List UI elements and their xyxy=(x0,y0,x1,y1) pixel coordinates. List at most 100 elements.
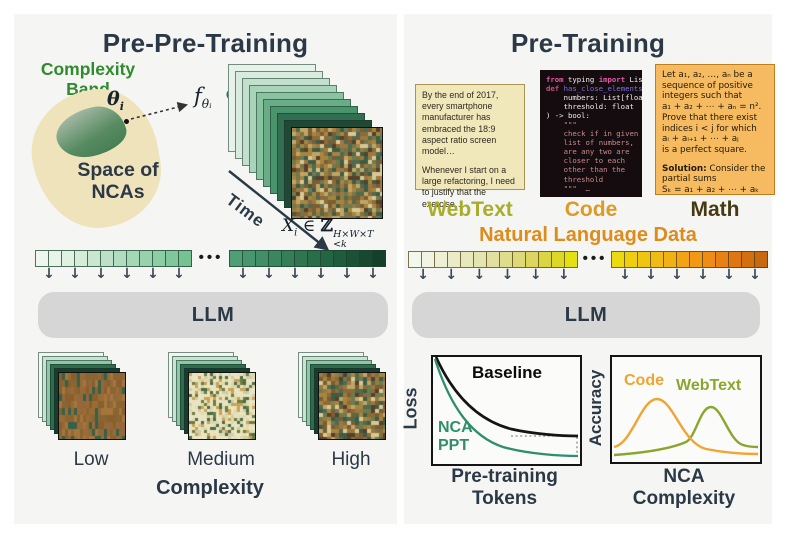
accuracy-ylabel: Accuracy xyxy=(586,369,605,447)
code-label: Code xyxy=(564,198,618,221)
token-cell xyxy=(74,250,88,267)
text-line: Prove that there exist xyxy=(662,112,758,123)
code-token: threshold xyxy=(546,174,604,184)
token-cell xyxy=(333,250,347,267)
down-arrow-icon: ↓ xyxy=(237,266,249,282)
complexity-axis-label: Complexity xyxy=(156,477,264,499)
loss-xlabel-line1: Pre-training xyxy=(451,466,558,487)
nca-token-strip-dark xyxy=(229,250,386,267)
token-cell xyxy=(152,250,166,267)
code-line: threshold: float xyxy=(546,102,636,111)
code-token: are any two are xyxy=(546,147,630,157)
token-cell xyxy=(624,251,638,268)
f-theta-label: fθᵢ xyxy=(194,84,212,111)
token-cell xyxy=(126,250,140,267)
token-cell xyxy=(359,250,373,267)
formula-xsub: i xyxy=(294,227,298,239)
token-cell xyxy=(486,251,500,268)
code-line: are any two are xyxy=(546,147,636,156)
down-arrow-icon: ↓ xyxy=(417,267,429,283)
text-line: Let a₁, a₂, …, aₙ be a xyxy=(662,70,753,80)
accuracy-chart: Code WebText xyxy=(610,355,762,464)
token-cell xyxy=(113,250,127,267)
dashed-sample-arrow xyxy=(130,102,189,120)
token-cell xyxy=(525,251,539,268)
llm-box-left: LLM xyxy=(38,292,388,338)
down-arrow-icon: ↓ xyxy=(43,266,55,282)
down-arrow-icon: ↓ xyxy=(557,267,570,283)
webtext-curve xyxy=(613,405,759,457)
code-token: def xyxy=(546,84,564,94)
token-arrows-right-a: ↓ ↓ ↓ ↓ ↓ ↓ xyxy=(409,267,578,283)
baseline-curve-label: Baseline xyxy=(472,363,542,382)
token-cell xyxy=(281,250,295,267)
token-arrows-left-a: ↓ ↓ ↓ ↓ ↓ ↓ xyxy=(36,266,192,282)
math-solution-lines: partial sums Sₖ = a₁ + a₂ + ⋯ + aₖ xyxy=(662,174,768,195)
math-solution-bold: Solution: xyxy=(662,163,707,174)
loss-xlabel-line2: Tokens xyxy=(471,488,538,510)
theta-i-label: θi xyxy=(107,88,124,113)
natural-language-data-label: Natural Language Data xyxy=(479,224,697,246)
down-arrow-icon: ↓ xyxy=(263,266,275,282)
medium-complexity-stack xyxy=(168,352,258,442)
code-token: check if in given xyxy=(546,129,639,139)
token-cell xyxy=(35,250,49,267)
token-cell xyxy=(165,250,179,267)
math-sample-card: Let a₁, a₂, …, aₙ be a sequence of positi… xyxy=(655,64,775,195)
nca-pattern-frame xyxy=(291,127,383,219)
llm-box-right: LLM xyxy=(412,292,760,338)
code-line: check if in given xyxy=(546,129,639,139)
token-cell xyxy=(294,250,308,267)
text-line: indices i < j for which xyxy=(662,123,757,134)
theta-symbol: θ xyxy=(107,88,120,110)
code-token: other than the xyxy=(546,165,626,175)
token-cell xyxy=(460,251,474,268)
code-line: ) -> bool: xyxy=(546,111,636,120)
medium-label: Medium xyxy=(187,449,255,470)
nca-label-line2: PPT xyxy=(438,436,470,454)
code-token: closer to each xyxy=(546,156,626,166)
high-complexity-pattern xyxy=(318,372,386,440)
formula-sup: H×W×T xyxy=(333,229,374,240)
code-line: list of numbers, xyxy=(546,138,636,147)
down-arrow-icon: ↓ xyxy=(121,266,133,282)
math-problem-lines: Let a₁, a₂, …, aₙ be a sequence of positi… xyxy=(662,70,768,156)
theta-sub: i xyxy=(119,99,124,113)
token-cell xyxy=(421,251,435,268)
math-label: Math xyxy=(690,198,740,221)
code-token: numbers: List[float], xyxy=(546,93,656,103)
code-token: import xyxy=(598,75,626,84)
token-cell xyxy=(564,251,578,268)
down-arrow-icon: ↓ xyxy=(69,266,81,282)
accuracy-xlabel-line1: NCA xyxy=(663,466,705,487)
theta-point-dot xyxy=(124,119,129,124)
math-solution-line: Solution: Consider the xyxy=(662,164,768,175)
token-cell xyxy=(728,251,742,268)
text-line: Sₖ = a₁ + a₂ + ⋯ + aₖ xyxy=(662,185,759,196)
code-token: threshold: float xyxy=(546,102,634,112)
token-cell xyxy=(538,251,552,268)
token-cell xyxy=(637,251,651,268)
webtext-para1: By the end of 2017, every smartphone man… xyxy=(422,90,499,156)
code-token: List xyxy=(625,75,648,84)
down-arrow-icon: ↓ xyxy=(289,266,301,282)
right-panel-title: Pre-Training xyxy=(510,28,666,58)
text-line: is a perfect square. xyxy=(662,145,747,156)
accuracy-xlabel: NCA Complexity xyxy=(610,466,758,511)
left-panel-title: Pre-Pre-Training xyxy=(102,28,309,58)
token-cell xyxy=(48,250,62,267)
webtext-para2: Whenever I start on a large refactoring,… xyxy=(422,165,515,209)
code-line: from typing import List xyxy=(546,75,647,84)
token-cell xyxy=(100,250,114,267)
code-token: has_close_elements xyxy=(563,84,643,94)
token-cell xyxy=(473,251,487,268)
webtext-curve-label: WebText xyxy=(676,377,742,394)
nca-ppt-curve xyxy=(433,358,579,458)
down-arrow-icon: ↓ xyxy=(619,267,631,283)
text-line: integers such that xyxy=(662,91,743,102)
code-line: def has_close_elements( xyxy=(546,84,647,94)
space-of-ncas-label: Space of NCAs xyxy=(48,159,188,204)
loss-ylabel: Loss xyxy=(400,387,421,430)
token-cell xyxy=(663,251,677,268)
text-line: aᵢ + aᵢ₊₁ + ⋯ + aⱼ xyxy=(662,134,739,145)
